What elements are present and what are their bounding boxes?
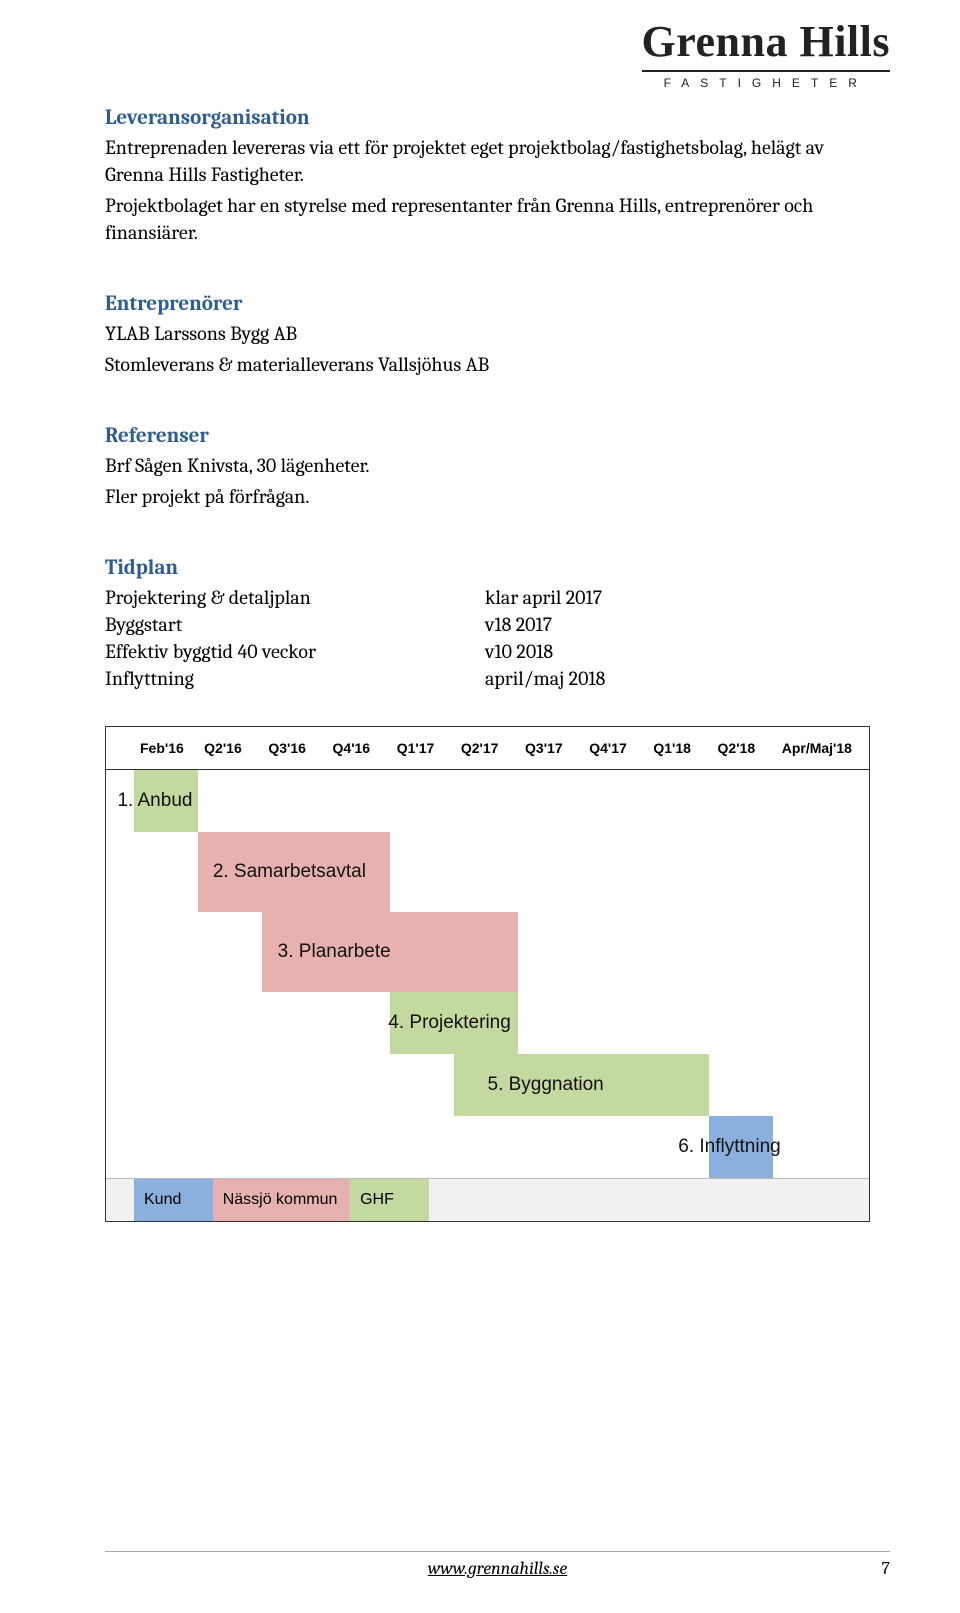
gantt-row-label: 6. Inflyttning — [678, 1136, 780, 1158]
gantt-chart: Feb'16Q2'16Q3'16Q4'16Q1'17Q2'17Q3'17Q4'1… — [105, 726, 870, 1222]
brand-logo-subtitle: FASTIGHETER — [642, 76, 890, 90]
tidplan-row-value: april/maj 2018 — [485, 665, 605, 692]
gantt-row: 4. Projektering — [106, 992, 869, 1054]
footer-page-number: 7 — [882, 1558, 890, 1579]
tidplan-row-label: Inflyttning — [105, 665, 485, 692]
body-text: Stomleverans & materialleverans Vallsjöh… — [105, 351, 870, 378]
gantt-column-header: Q3'17 — [519, 740, 583, 756]
gantt-body: 1. Anbud 2. Samarbetsavtal 3. Planarbete 4.… — [106, 770, 869, 1178]
gantt-legend-item: GHF — [350, 1179, 429, 1221]
gantt-column-header: Feb'16 — [134, 740, 198, 756]
gantt-row-label: 5. Byggnation — [488, 1074, 604, 1096]
tidplan-values: klar april 2017 v18 2017 v10 2018 april/… — [485, 584, 605, 692]
tidplan-row-value: v18 2017 — [485, 611, 605, 638]
gantt-column-header: Q1'18 — [647, 740, 711, 756]
tidplan-labels: Projektering & detaljplan Byggstart Effe… — [105, 584, 485, 692]
gantt-row-label: 4. Projektering — [388, 1012, 511, 1034]
gantt-column-header: Q4'16 — [327, 740, 391, 756]
gantt-column-header: Q4'17 — [583, 740, 647, 756]
tidplan-row-value: v10 2018 — [485, 638, 605, 665]
gantt-row: 3. Planarbete — [106, 912, 869, 992]
body-text: YLAB Larssons Bygg AB — [105, 320, 870, 347]
brand-logo: Grenna Hills FASTIGHETER — [642, 20, 890, 90]
gantt-legend: KundNässjö kommunGHF — [106, 1178, 869, 1221]
gantt-row: 2. Samarbetsavtal — [106, 832, 869, 912]
tidplan-row-value: klar april 2017 — [485, 584, 605, 611]
heading-entreprenorer: Entreprenörer — [105, 250, 870, 316]
gantt-row: 1. Anbud — [106, 770, 869, 832]
body-text: Projektbolaget har en styrelse med repre… — [105, 192, 870, 246]
footer-url: www.grennahills.se — [428, 1558, 567, 1579]
gantt-row-label: 2. Samarbetsavtal — [213, 861, 366, 883]
gantt-column-header: Q3'16 — [262, 740, 326, 756]
body-text: Brf Sågen Knivsta, 30 lägenheter. — [105, 452, 870, 479]
gantt-legend-item: Nässjö kommun — [213, 1179, 350, 1221]
heading-referenser: Referenser — [105, 382, 870, 448]
gantt-column-header: Q2'16 — [198, 740, 262, 756]
tidplan-row-label: Byggstart — [105, 611, 485, 638]
gantt-column-header: Q1'17 — [391, 740, 455, 756]
tidplan-row-label: Effektiv byggtid 40 veckor — [105, 638, 485, 665]
heading-tidplan: Tidplan — [105, 514, 870, 580]
gantt-row-label: 3. Planarbete — [278, 941, 391, 963]
gantt-column-header: Apr/Maj'18 — [776, 740, 869, 756]
gantt-header: Feb'16Q2'16Q3'16Q4'16Q1'17Q2'17Q3'17Q4'1… — [106, 727, 869, 770]
body-text: Entreprenaden levereras via ett för proj… — [105, 134, 870, 188]
gantt-row: 6. Inflyttning — [106, 1116, 869, 1178]
body-text: Fler projekt på förfrågan. — [105, 483, 870, 510]
gantt-column-header: Q2'17 — [455, 740, 519, 756]
page-footer: www.grennahills.se 7 — [105, 1551, 890, 1579]
gantt-row-label: 1. Anbud — [117, 790, 192, 812]
gantt-row: 5. Byggnation — [106, 1054, 869, 1116]
brand-logo-rule — [642, 70, 890, 72]
tidplan-row-label: Projektering & detaljplan — [105, 584, 485, 611]
brand-logo-main: Grenna Hills — [642, 20, 890, 64]
gantt-column-header: Q2'18 — [712, 740, 776, 756]
gantt-legend-item: Kund — [134, 1179, 213, 1221]
tidplan-table: Projektering & detaljplan Byggstart Effe… — [105, 584, 870, 692]
